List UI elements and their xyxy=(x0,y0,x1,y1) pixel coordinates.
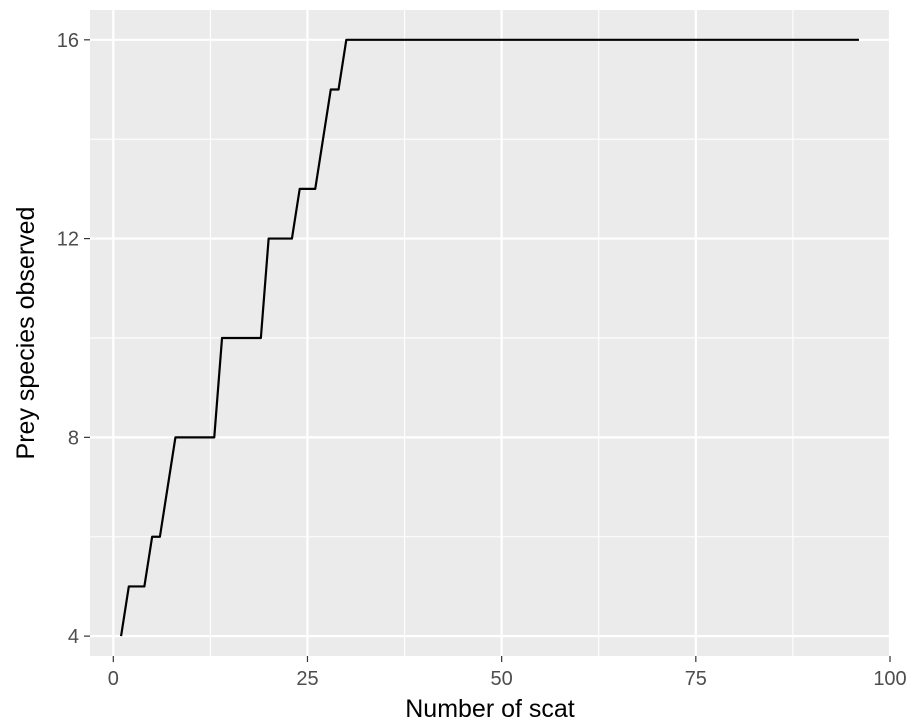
y-tick-label: 8 xyxy=(68,427,79,449)
y-tick-label: 16 xyxy=(57,30,79,52)
series-line xyxy=(119,38,859,637)
y-tick-label: 12 xyxy=(57,229,79,251)
x-tick-label: 100 xyxy=(873,668,906,690)
major-grid xyxy=(90,10,892,656)
x-axis-title: Number of scat xyxy=(405,695,575,723)
x-axis: 0 25 50 75 100 xyxy=(108,656,906,690)
y-axis: 4 8 12 16 xyxy=(57,30,90,648)
y-tick-label: 4 xyxy=(68,626,79,648)
minor-grid xyxy=(90,10,890,656)
x-tick-label: 50 xyxy=(491,668,513,690)
x-tick-label: 25 xyxy=(296,668,318,690)
plot-panel xyxy=(90,10,890,656)
y-axis-title: Prey species observed xyxy=(12,207,40,460)
x-tick-label: 75 xyxy=(685,668,707,690)
series-layer xyxy=(119,38,859,637)
x-tick-label: 0 xyxy=(108,668,119,690)
